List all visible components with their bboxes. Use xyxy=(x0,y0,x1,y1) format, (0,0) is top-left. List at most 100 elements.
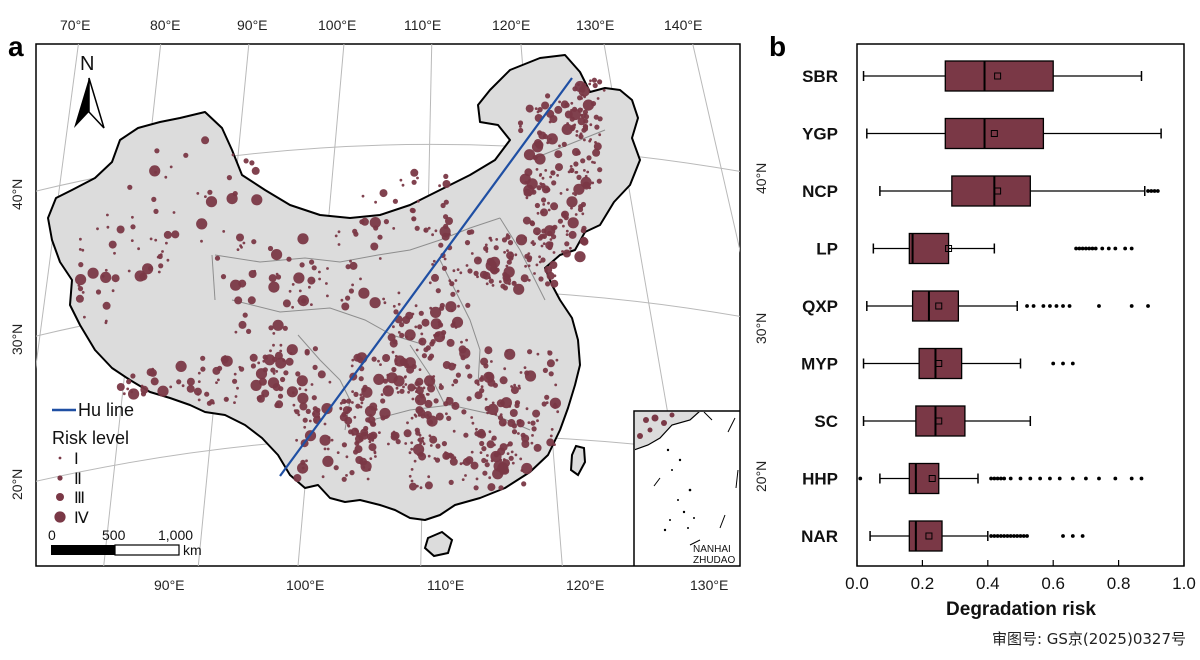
risk-point xyxy=(450,322,456,328)
risk-point xyxy=(369,217,381,229)
risk-point xyxy=(380,393,384,396)
risk-point xyxy=(414,325,418,329)
risk-point xyxy=(490,459,494,463)
risk-point xyxy=(360,428,369,437)
risk-point xyxy=(443,401,449,407)
risk-point xyxy=(368,443,377,452)
risk-point xyxy=(446,415,452,421)
risk-point xyxy=(197,371,201,375)
risk-point xyxy=(582,124,589,130)
risk-point xyxy=(521,462,533,475)
risk-point xyxy=(414,394,427,406)
risk-point xyxy=(197,398,201,402)
risk-point xyxy=(432,259,436,263)
risk-point xyxy=(272,343,275,347)
risk-point xyxy=(366,477,370,481)
risk-point xyxy=(321,475,325,479)
risk-point xyxy=(541,197,547,203)
risk-point xyxy=(475,427,478,431)
risk-point xyxy=(414,304,418,308)
risk-point xyxy=(304,388,308,392)
box-ncp xyxy=(879,175,1160,207)
risk-point xyxy=(527,278,531,282)
risk-point xyxy=(547,350,551,354)
risk-point xyxy=(206,400,212,406)
risk-point xyxy=(249,353,258,362)
risk-point xyxy=(444,456,448,459)
risk-point xyxy=(467,268,473,274)
risk-point xyxy=(380,415,386,421)
risk-point xyxy=(435,412,444,421)
risk-point xyxy=(422,386,426,390)
risk-point xyxy=(299,402,308,411)
risk-point xyxy=(507,240,514,246)
risk-point xyxy=(271,249,283,261)
risk-point xyxy=(204,195,207,199)
risk-point xyxy=(504,348,516,360)
risk-point xyxy=(217,378,220,382)
risk-point xyxy=(449,457,458,466)
outlier-point xyxy=(992,534,997,538)
risk-point xyxy=(511,461,515,465)
risk-point xyxy=(100,271,112,283)
risk-point xyxy=(539,182,543,186)
risk-point xyxy=(448,279,452,283)
risk-point xyxy=(382,354,391,362)
legend-risk-title: Risk level xyxy=(52,428,129,448)
risk-point xyxy=(491,437,494,441)
risk-point xyxy=(368,440,372,444)
risk-point xyxy=(575,130,579,133)
risk-point xyxy=(126,379,132,385)
risk-point xyxy=(392,198,398,204)
outlier-point xyxy=(1025,534,1029,538)
risk-point xyxy=(369,297,381,309)
outlier-point xyxy=(989,534,993,538)
risk-point xyxy=(452,403,456,406)
risk-point xyxy=(533,272,536,275)
risk-point xyxy=(350,364,354,368)
outlier-point xyxy=(1061,361,1065,366)
risk-point xyxy=(523,366,527,369)
risk-point xyxy=(521,440,530,448)
risk-point xyxy=(484,462,490,468)
risk-point xyxy=(416,199,420,203)
risk-point xyxy=(429,435,438,444)
outlier-point xyxy=(1084,476,1088,481)
risk-point xyxy=(351,401,354,404)
risk-point xyxy=(446,396,450,400)
risk-point xyxy=(484,397,488,401)
risk-point xyxy=(459,271,463,275)
risk-point xyxy=(580,158,586,164)
risk-point xyxy=(460,355,466,361)
risk-point xyxy=(323,447,327,451)
risk-point xyxy=(484,346,493,355)
lon-top-100: 100°E xyxy=(318,17,356,33)
risk-point xyxy=(339,407,343,411)
risk-point xyxy=(554,383,558,387)
outlier-point xyxy=(995,534,1000,538)
risk-point xyxy=(341,442,347,448)
risk-point xyxy=(282,299,291,308)
risk-point xyxy=(439,383,442,387)
risk-point xyxy=(538,255,541,259)
risk-point xyxy=(493,245,499,251)
risk-point xyxy=(75,294,84,303)
risk-point xyxy=(577,95,583,101)
risk-point xyxy=(391,366,397,373)
risk-point xyxy=(308,419,312,423)
lon-bottom-110: 110°E xyxy=(427,577,464,593)
risk-point xyxy=(582,109,589,115)
risk-point xyxy=(596,178,602,184)
risk-point xyxy=(479,440,485,447)
risk-point xyxy=(438,242,444,248)
risk-point xyxy=(358,376,364,382)
risk-point xyxy=(489,236,492,240)
risk-point xyxy=(353,231,359,237)
risk-point xyxy=(246,328,252,334)
risk-point xyxy=(200,355,206,361)
risk-point xyxy=(296,375,308,387)
risk-point xyxy=(531,240,535,243)
risk-point xyxy=(200,239,203,243)
risk-point xyxy=(353,353,362,362)
risk-point xyxy=(561,141,567,147)
